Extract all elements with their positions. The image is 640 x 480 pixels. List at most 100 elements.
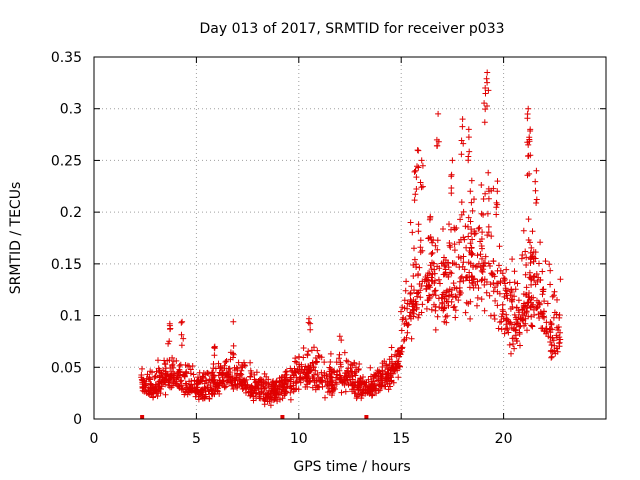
data-point (556, 339, 563, 346)
data-point (553, 311, 560, 318)
data-point (392, 360, 399, 367)
data-point (338, 389, 345, 396)
data-point (182, 380, 189, 387)
data-point (524, 299, 531, 306)
data-point (297, 370, 304, 377)
data-point (465, 259, 472, 266)
data-point (322, 394, 328, 401)
data-point (186, 363, 193, 370)
data-point (491, 312, 498, 319)
data-point (528, 244, 535, 251)
data-point (474, 294, 481, 301)
data-point (241, 362, 248, 368)
data-point (184, 391, 191, 398)
data-point (504, 316, 511, 323)
data-point (258, 379, 265, 386)
data-point (522, 291, 529, 298)
data-point (525, 237, 532, 243)
data-point (353, 395, 360, 402)
data-point (526, 170, 533, 177)
data-point (178, 319, 185, 326)
data-point (471, 231, 478, 238)
data-point (162, 391, 169, 398)
data-point (511, 321, 518, 328)
data-point (152, 381, 159, 388)
data-point (529, 301, 536, 308)
y-tick-label: 0.15 (51, 257, 82, 273)
data-point (459, 116, 466, 123)
data-point (154, 393, 161, 400)
data-point (477, 238, 484, 245)
data-point (516, 331, 523, 337)
data-point (442, 313, 449, 320)
data-point (395, 374, 402, 381)
data-point (445, 302, 452, 309)
data-point (510, 341, 516, 347)
data-point (457, 236, 464, 243)
data-point (511, 311, 518, 318)
data-point (222, 359, 229, 365)
data-point (547, 334, 554, 341)
data-point (505, 329, 512, 336)
data-point (449, 294, 456, 300)
data-point (460, 277, 467, 284)
data-point (532, 178, 539, 185)
data-point (557, 329, 563, 336)
data-point (482, 253, 489, 260)
data-point (478, 182, 485, 188)
data-point (168, 384, 175, 391)
data-point (525, 216, 532, 223)
data-point (525, 105, 532, 112)
data-point (535, 311, 542, 318)
data-point (512, 286, 519, 293)
data-point (378, 382, 385, 389)
data-point (414, 163, 420, 170)
data-point (409, 309, 416, 316)
data-point (484, 69, 491, 76)
data-point (407, 289, 414, 296)
x-tick-labels: 0 5 10 15 20 (90, 431, 513, 447)
data-point (287, 396, 294, 403)
baseline-marker (140, 415, 145, 419)
data-point (201, 380, 208, 387)
data-point (228, 382, 235, 389)
data-point (364, 389, 371, 396)
data-point (409, 229, 416, 236)
data-point (352, 372, 359, 379)
data-point (418, 184, 425, 191)
data-point (329, 390, 336, 396)
data-point (457, 216, 464, 223)
data-point (464, 274, 471, 281)
data-point (463, 299, 470, 306)
data-point (198, 389, 205, 396)
data-point (305, 364, 312, 371)
data-point (542, 258, 549, 265)
data-point (458, 137, 465, 144)
data-point (413, 186, 420, 192)
data-point (435, 276, 442, 283)
data-point (188, 385, 194, 392)
data-point (336, 351, 343, 358)
data-point (543, 319, 550, 326)
data-point (446, 240, 453, 246)
data-point (253, 369, 260, 376)
data-point (272, 390, 279, 397)
data-point (432, 242, 439, 249)
data-point (531, 312, 538, 318)
data-point (171, 375, 178, 382)
data-point (451, 303, 458, 310)
data-point (336, 367, 343, 374)
data-point (415, 314, 422, 321)
data-point (406, 312, 413, 319)
data-point (432, 326, 439, 333)
data-point (494, 178, 501, 185)
data-point (506, 320, 513, 327)
data-point (448, 291, 455, 298)
data-point (345, 358, 351, 365)
data-point (434, 313, 441, 320)
data-point (182, 362, 189, 368)
data-point (425, 277, 432, 284)
data-point (509, 256, 516, 263)
data-point (211, 352, 218, 359)
data-point (389, 364, 396, 370)
